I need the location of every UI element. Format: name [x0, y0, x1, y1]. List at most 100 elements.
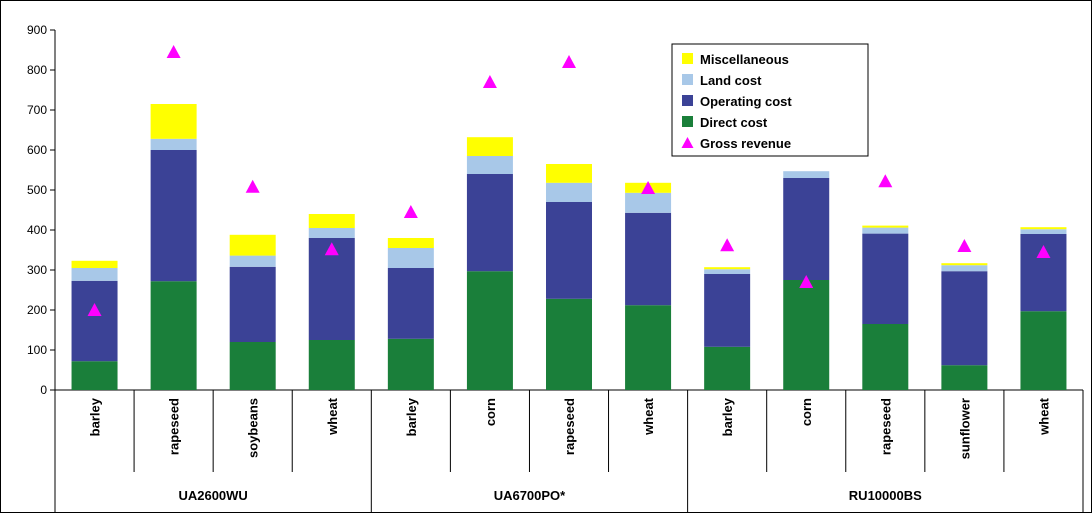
legend-label: Direct cost: [700, 115, 768, 130]
bar-segment-direct-cost: [71, 361, 118, 390]
bar-segment-operating-cost: [466, 174, 513, 272]
bar-segment-operating-cost: [625, 212, 672, 306]
gross-revenue-marker: [482, 75, 497, 88]
gross-revenue-marker: [324, 242, 339, 256]
legend-box: [671, 43, 869, 157]
category-label: wheat: [325, 397, 340, 436]
category-label: barley: [720, 397, 735, 436]
bar-segment-miscellaneous: [1020, 227, 1067, 230]
bar-segment-miscellaneous: [308, 214, 355, 228]
bar-segment-land-cost: [862, 227, 909, 234]
bar-segment-operating-cost: [704, 274, 751, 347]
bar-segment-miscellaneous: [387, 238, 434, 248]
bar-segment-land-cost: [308, 228, 355, 238]
bar-segment-miscellaneous: [150, 104, 197, 139]
legend-label: Miscellaneous: [700, 52, 789, 67]
y-tick-label: 200: [27, 303, 47, 317]
category-label: rapeseed: [878, 398, 893, 455]
category-label: barley: [404, 397, 419, 436]
bar-segment-direct-cost: [466, 271, 513, 390]
bar-segment-operating-cost: [783, 178, 830, 280]
gross-revenue-marker: [957, 239, 972, 252]
bar-segment-land-cost: [546, 182, 592, 202]
category-label: rapeseed: [562, 398, 577, 455]
bar-segment-miscellaneous: [466, 137, 513, 156]
bar-segment-miscellaneous: [941, 263, 988, 266]
category-label: corn: [799, 398, 814, 426]
bar-segment-land-cost: [150, 138, 197, 150]
bar-segment-land-cost: [941, 265, 988, 272]
bar-segment-direct-cost: [150, 281, 197, 390]
y-tick-label: 900: [27, 23, 47, 37]
bar-segment-miscellaneous: [71, 260, 118, 268]
legend-label: Operating cost: [700, 94, 792, 109]
bar-segment-operating-cost: [862, 233, 909, 324]
bar-segment-miscellaneous: [862, 225, 909, 228]
y-tick-label: 0: [40, 383, 47, 397]
bar-segment-operating-cost: [229, 266, 276, 342]
y-tick-label: 300: [27, 263, 47, 277]
category-label: sunflower: [957, 398, 972, 459]
gross-revenue-marker: [1036, 245, 1051, 258]
bar-segment-operating-cost: [387, 268, 434, 339]
bar-segment-land-cost: [1020, 229, 1067, 234]
bar-segment-miscellaneous: [546, 164, 592, 183]
bar-segment-land-cost: [704, 269, 751, 274]
bar-segment-direct-cost: [625, 305, 672, 390]
category-label: barley: [88, 397, 103, 436]
bar-segment-land-cost: [783, 171, 830, 178]
group-label: UA2600WU: [178, 488, 247, 503]
group-label: RU10000BS: [849, 488, 922, 503]
gross-revenue-marker: [720, 238, 735, 252]
gross-revenue-marker: [87, 303, 102, 316]
bar-segment-miscellaneous: [229, 234, 276, 256]
category-label: soybeans: [246, 398, 261, 458]
y-tick-label: 600: [27, 143, 47, 157]
gross-revenue-marker: [166, 45, 181, 58]
legend-label: Gross revenue: [700, 136, 791, 151]
y-tick-label: 100: [27, 343, 47, 357]
bar-segment-operating-cost: [546, 202, 592, 299]
legend-swatch: [682, 74, 693, 85]
gross-revenue-marker: [641, 181, 656, 194]
bar-segment-direct-cost: [387, 338, 434, 390]
category-label: wheat: [641, 397, 656, 436]
y-tick-label: 400: [27, 223, 47, 237]
bar-segment-operating-cost: [941, 271, 988, 366]
y-tick-label: 800: [27, 63, 47, 77]
category-label: rapeseed: [167, 398, 182, 455]
category-label: wheat: [1036, 397, 1051, 436]
legend-swatch: [682, 116, 693, 127]
bar-segment-land-cost: [229, 255, 276, 267]
bar-segment-operating-cost: [71, 280, 118, 362]
category-label: corn: [483, 398, 498, 426]
y-tick-label: 700: [27, 103, 47, 117]
bar-segment-direct-cost: [308, 340, 355, 390]
bar-segment-land-cost: [466, 156, 513, 174]
legend-swatch: [682, 53, 693, 64]
legend-swatch: [682, 95, 693, 106]
bar-segment-direct-cost: [783, 280, 830, 390]
bar-segment-land-cost: [387, 248, 434, 268]
bar-segment-miscellaneous: [704, 267, 751, 270]
gross-revenue-marker: [245, 179, 260, 193]
gross-revenue-marker: [799, 275, 814, 288]
legend-label: Land cost: [700, 73, 762, 88]
gross-revenue-marker: [562, 55, 576, 68]
group-label: UA6700PO*: [494, 488, 566, 503]
bar-segment-direct-cost: [941, 365, 988, 390]
bar-segment-land-cost: [71, 268, 118, 281]
bar-segment-direct-cost: [229, 342, 276, 390]
y-tick-label: 500: [27, 183, 47, 197]
gross-revenue-marker: [878, 174, 893, 188]
bar-segment-direct-cost: [862, 324, 909, 390]
legend-marker: [681, 137, 694, 148]
bar-segment-direct-cost: [704, 346, 751, 390]
bar-segment-operating-cost: [150, 150, 197, 282]
gross-revenue-marker: [403, 205, 418, 218]
bar-segment-land-cost: [625, 192, 672, 213]
bar-segment-direct-cost: [1020, 311, 1067, 390]
bar-segment-direct-cost: [546, 298, 592, 390]
